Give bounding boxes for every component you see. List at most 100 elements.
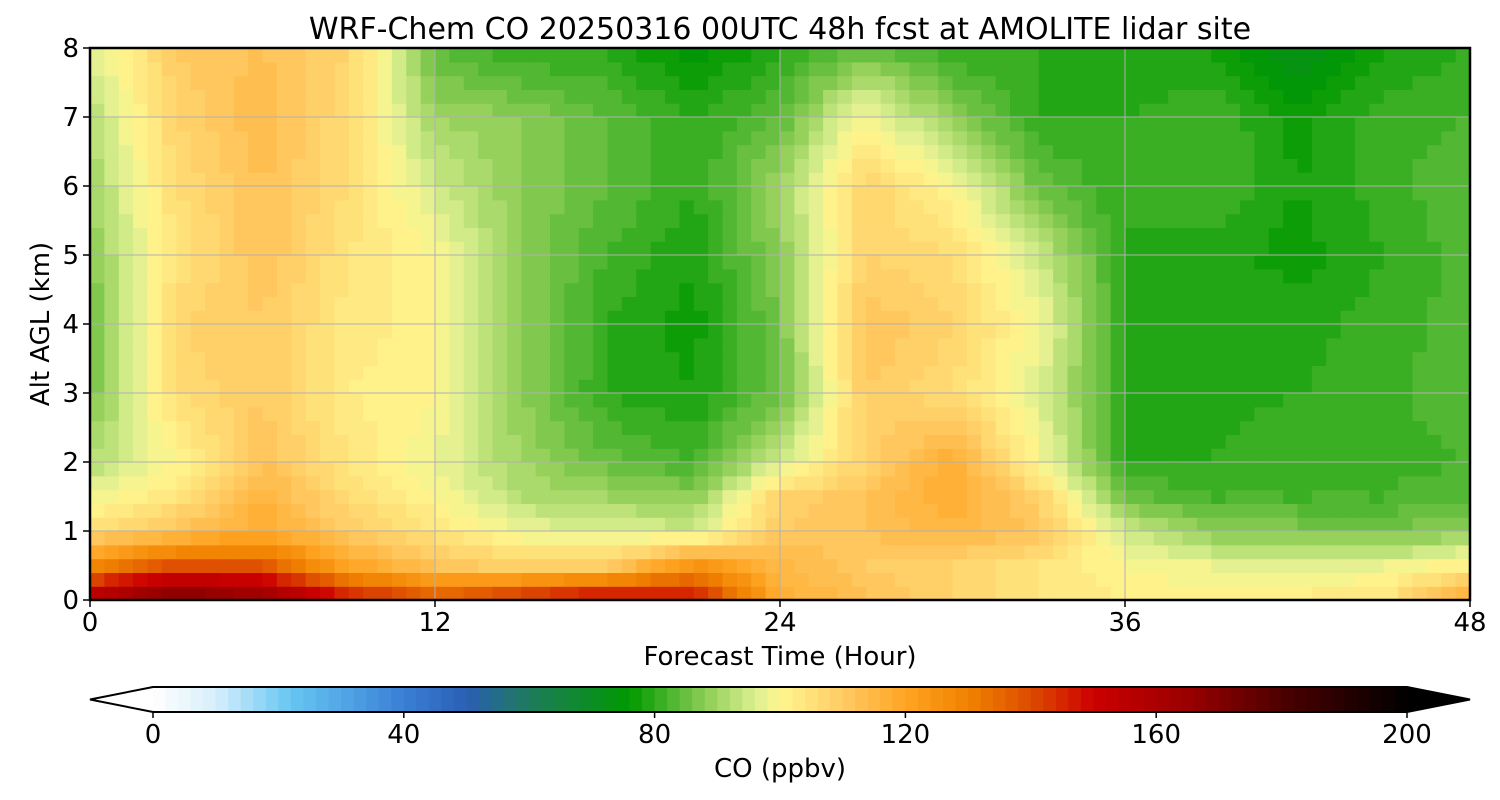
heatmap-cell (305, 558, 321, 573)
heatmap-cell (1196, 586, 1212, 600)
heatmap-cell (794, 268, 810, 284)
colorbar-segment (265, 687, 279, 712)
heatmap-cell (1182, 351, 1198, 366)
heatmap-cell (147, 158, 163, 173)
x-tick-label: 36 (1108, 608, 1141, 638)
heatmap-cell (1340, 462, 1356, 477)
heatmap-cell (420, 379, 436, 394)
colorbar-tick-label: 80 (638, 720, 671, 750)
heatmap-cell (1283, 558, 1299, 573)
heatmap-cell (966, 75, 982, 90)
heatmap-cell (1110, 268, 1126, 284)
heatmap-cell (1196, 227, 1212, 242)
heatmap-cell (909, 89, 925, 104)
heatmap-cell (104, 586, 120, 600)
heatmap-cell (966, 531, 982, 546)
heatmap-cell (262, 586, 278, 600)
heatmap-cell (1225, 586, 1241, 600)
heatmap-cell (1355, 531, 1370, 546)
heatmap-cell (1196, 462, 1212, 477)
heatmap-cell (1283, 117, 1299, 132)
heatmap-cell (751, 324, 767, 339)
heatmap-cell (981, 531, 997, 546)
heatmap-cell (607, 572, 623, 587)
heatmap-cell (492, 586, 508, 600)
heatmap-cell (1139, 448, 1155, 463)
heatmap-cell (1038, 310, 1054, 325)
heatmap-cell (463, 199, 479, 215)
heatmap-cell (1355, 544, 1370, 560)
heatmap-cell (420, 310, 436, 325)
heatmap-cell (363, 213, 379, 228)
heatmap-cell (1182, 324, 1198, 339)
heatmap-cell (981, 393, 997, 408)
heatmap-cell (1225, 406, 1241, 422)
heatmap-cell (1326, 268, 1342, 284)
heatmap-cell (1038, 558, 1054, 573)
heatmap-cell (1182, 61, 1198, 77)
heatmap-cell (291, 186, 307, 201)
heatmap-cell (866, 503, 882, 518)
heatmap-cell (176, 158, 192, 173)
heatmap-cell (1297, 172, 1313, 187)
heatmap-cell (780, 572, 795, 587)
heatmap-cell (1182, 365, 1198, 380)
heatmap-cell (535, 337, 551, 353)
heatmap-cell (1455, 213, 1470, 228)
heatmap-cell (449, 517, 465, 532)
heatmap-cell (780, 117, 795, 132)
heatmap-cell (952, 351, 968, 366)
heatmap-cell (736, 213, 752, 228)
heatmap-cell (708, 337, 724, 353)
heatmap-cell (133, 158, 149, 173)
heatmap-cell (334, 420, 350, 435)
heatmap-cell (1125, 213, 1140, 228)
heatmap-cell (219, 117, 235, 132)
heatmap-cell (305, 393, 321, 408)
heatmap-cell (1441, 434, 1457, 449)
heatmap-cell (1053, 503, 1069, 518)
heatmap-cell (708, 172, 724, 187)
heatmap-cell (736, 351, 752, 366)
heatmap-cell (923, 393, 939, 408)
heatmap-cell (1240, 337, 1255, 353)
heatmap-cell (205, 255, 220, 270)
heatmap-cell (1053, 572, 1069, 587)
heatmap-cell (377, 379, 393, 394)
heatmap-cell (205, 172, 220, 187)
heatmap-cell (895, 544, 910, 560)
heatmap-cell (866, 434, 882, 449)
heatmap-cell (1168, 586, 1184, 600)
colorbar-segment (1344, 687, 1358, 712)
heatmap-cell (794, 531, 810, 546)
heatmap-cell (348, 337, 364, 353)
heatmap-cell (147, 268, 163, 284)
heatmap-cell (1240, 572, 1255, 587)
heatmap-cell (1139, 475, 1155, 491)
heatmap-cell (650, 517, 666, 532)
heatmap-cell (679, 586, 695, 600)
heatmap-cell (233, 351, 249, 366)
heatmap-cell (521, 531, 537, 546)
heatmap-cell (377, 48, 393, 63)
colorbar-segment (855, 687, 869, 712)
heatmap-cell (966, 186, 982, 201)
heatmap-cell (205, 282, 220, 297)
heatmap-cell (851, 489, 867, 504)
heatmap-cell (1225, 462, 1241, 477)
heatmap-cell (1139, 158, 1155, 173)
heatmap-cell (837, 89, 853, 104)
heatmap-cell (1125, 144, 1140, 159)
heatmap-cell (1096, 61, 1112, 77)
heatmap-cell (118, 434, 134, 449)
heatmap-cell (693, 310, 709, 325)
heatmap-cell (1110, 199, 1126, 215)
heatmap-cell (233, 448, 249, 463)
heatmap-cell (1369, 420, 1385, 435)
heatmap-cell (607, 406, 623, 422)
heatmap-cell (1081, 213, 1097, 228)
heatmap-cell (578, 103, 594, 118)
heatmap-cell (780, 517, 795, 532)
heatmap-cell (377, 462, 393, 477)
